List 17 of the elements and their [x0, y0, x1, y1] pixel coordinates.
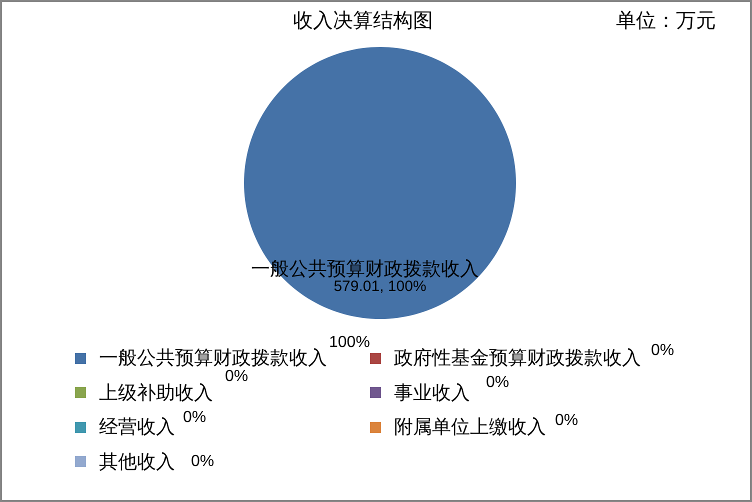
legend-label: 事业收入	[394, 380, 470, 406]
legend-label: 一般公共预算财政拨款收入	[99, 346, 327, 370]
text: 0%	[191, 452, 214, 470]
text: 0%	[651, 342, 674, 360]
chart-title: 收入决算结构图	[292, 7, 434, 34]
legend-label: 经营收入	[99, 415, 175, 440]
legend-label: 上级补助收入	[99, 380, 213, 406]
legend-label: 政府性基金预算财政拨款收入	[394, 346, 641, 371]
text: 0%	[555, 412, 578, 430]
text: 0%	[225, 368, 248, 386]
text: 100%	[329, 334, 370, 352]
legend-label: 附属单位上缴收入	[394, 415, 546, 440]
legend-label: 其他收入	[99, 450, 175, 474]
data-label: 579.01, 100%	[334, 278, 426, 295]
chart-subtitle: 单位：万元	[616, 7, 716, 34]
text: 0%	[183, 409, 206, 427]
text: 0%	[486, 374, 510, 392]
